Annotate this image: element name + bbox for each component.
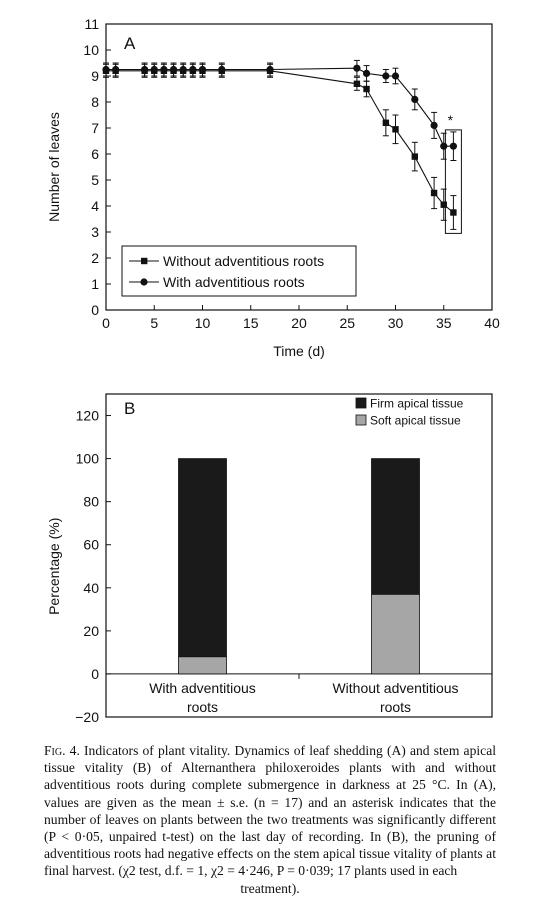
panel-label-a: A [124,34,136,53]
figure-caption: Fig. 4. Indicators of plant vitality. Dy… [44,742,496,897]
x-tick-label: 0 [102,315,110,331]
data-point-circle [353,64,361,72]
x-tick-label: 20 [291,315,307,331]
y-tick-label: 9 [91,68,99,84]
x-tick-label: 35 [436,315,452,331]
chart-b: −20 0 20 40 60 80 100 120 Percentage (%) B With ad… [46,393,493,725]
y-tick-label: 7 [91,120,99,136]
x-tick-label: 5 [150,315,158,331]
data-point-circle [189,65,197,74]
x-tick-label: 30 [388,315,404,331]
legend-box [121,245,357,297]
data-point-square [440,201,447,208]
data-point-circle [440,142,448,150]
y-tick-label: 0 [91,666,99,682]
data-point-square [353,80,361,87]
x-tick-label: 15 [243,315,259,331]
data-point-square [411,153,418,160]
y-tick-label: 0 [91,302,99,318]
y-tick-label: −20 [75,709,99,725]
caption-last-line: treatment). [240,880,300,896]
y-axis-title: Number of leaves [46,112,62,222]
y-tick-label: 8 [91,94,99,110]
series-line-2 [106,67,454,147]
legend-label: Firm apical tissue [370,397,464,411]
bar-segment [178,458,227,658]
legend-swatch [355,397,367,409]
significance-asterisk: * [448,112,454,128]
data-point-square [430,189,438,197]
plot-frame-b [105,393,493,718]
y-tick-label: 1 [91,276,99,292]
data-point-square [392,126,399,133]
significance-box [444,129,462,234]
legend-b: Firm apical tissue Soft apical tissue [355,397,464,428]
legend-swatch [355,414,367,426]
y-tick-label: 80 [83,494,99,510]
y-tick-label: 100 [76,451,100,467]
data-point-square [363,85,370,93]
legend-marker-circle [140,278,148,286]
category-label: Without adventitious [332,680,458,696]
caption-text: Indicators of plant vitality. Dynamics o… [44,743,497,879]
data-point-circle [160,65,168,74]
figure-label: Fig. 4. [44,743,80,758]
data-point-circle [430,121,438,129]
data-point-circle [266,65,274,74]
category-label: roots [187,699,218,715]
series-line-1 [106,70,454,213]
data-point-circle [112,65,120,74]
legend-label: Without adventitious roots [163,253,324,269]
data-point-circle [362,69,371,77]
y-tick-label: 11 [84,16,99,32]
data-point-circle [382,72,390,80]
data-point-circle [150,65,158,74]
y-tick-label: 10 [83,42,99,58]
data-point-circle [198,65,207,74]
data-point-circle [102,65,110,74]
panel-label-b: B [124,399,135,418]
data-point-circle [391,72,400,80]
y-tick-label: 60 [83,537,99,553]
legend-label: With adventitious roots [163,274,305,290]
y-tick-label: 3 [91,224,99,240]
y-tick-label: 6 [91,146,99,162]
y-tick-label: 40 [83,580,99,596]
data-point-circle [179,65,187,74]
data-point-circle [411,95,419,103]
y-tick-label: 5 [91,172,99,188]
x-tick-label: 40 [484,315,500,331]
x-axis-title: Time (d) [273,343,325,359]
y-tick-label: 4 [91,198,99,214]
data-point-circle [169,65,178,74]
data-point-square [382,119,390,126]
x-tick-label: 10 [195,315,211,331]
bar-segment [371,593,420,675]
category-label: With adventitious [149,680,256,696]
y-tick-label: 120 [76,408,100,424]
x-tick-label: 25 [339,315,355,331]
data-point-square [450,209,457,216]
bar-segment [178,656,227,675]
y-tick-label: 2 [91,250,99,266]
chart-a: 0 5 10 15 20 25 30 35 40 0 1 2 3 4 5 6 7 8 9 10 11 Time (d) Nu… [46,16,500,359]
legend-marker-square [141,257,148,265]
legend-a: Without adventitious roots With adventiti… [121,245,357,297]
data-point-circle [141,65,149,74]
data-point-circle [218,65,226,74]
data-point-circle [449,142,457,150]
y-tick-label: 20 [83,623,99,639]
bar-segment [371,458,420,595]
category-label: roots [380,699,411,715]
legend-label: Soft apical tissue [370,414,461,428]
y-axis-title: Percentage (%) [46,518,62,615]
